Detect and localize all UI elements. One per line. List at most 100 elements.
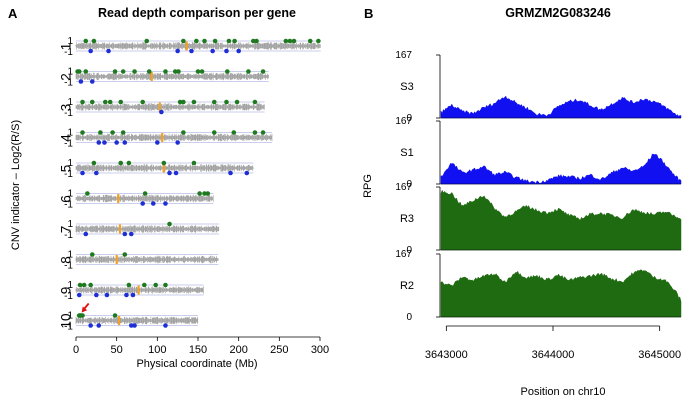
gain-point (91, 38, 97, 44)
chromosome-label: 3 (59, 104, 74, 112)
loss-point (76, 292, 82, 298)
read-depth-noise (75, 194, 214, 203)
gain-point (199, 69, 205, 74)
loss-point (175, 48, 180, 54)
panel-a-label: A (8, 6, 18, 21)
x-tick-label: 250 (270, 344, 288, 356)
tick-label-up: 1 (67, 189, 73, 200)
tick-label-up: 1 (67, 67, 73, 78)
loss-point (189, 48, 194, 54)
gain-point (191, 160, 197, 166)
loss-point (224, 48, 229, 54)
gain-point (176, 69, 181, 74)
track-label: R2 (400, 280, 414, 292)
loss-point (163, 201, 168, 206)
gain-point (161, 160, 167, 166)
y-tick-label-bottom: 0 (406, 113, 412, 124)
gain-point (251, 38, 256, 44)
tick-label-down: -1 (64, 230, 73, 241)
gain-point (163, 282, 168, 288)
loss-point (140, 201, 145, 206)
chromosome-label: 4 (59, 134, 74, 142)
gain-point (126, 160, 132, 166)
loss-point (163, 323, 168, 328)
read-depth-noise (75, 72, 269, 81)
gain-point (177, 99, 183, 105)
chromosome-label: 10 (59, 313, 74, 328)
gain-point (89, 99, 95, 105)
gain-point (181, 99, 186, 105)
loss-point (96, 323, 102, 328)
loss-point (155, 140, 160, 145)
chromosome-label: 9 (59, 287, 74, 295)
gain-point (77, 282, 83, 288)
tick-label-down: -1 (64, 47, 73, 58)
track-label: R3 (400, 213, 414, 225)
loss-point (228, 170, 233, 176)
gain-point (231, 130, 237, 135)
gain-point (181, 130, 186, 135)
panel-a-xlabel: Physical coordinate (Mb) (136, 358, 257, 370)
gain-point (211, 99, 217, 105)
loss-point (88, 48, 93, 54)
panel-b-x-axis: 3643000 3644000 3645000 (425, 325, 681, 361)
tick-label-up: 1 (67, 311, 73, 322)
loss-point (102, 140, 107, 145)
read-depth-noise (75, 133, 273, 142)
gain-point (224, 99, 229, 105)
panel-b-label: B (364, 6, 373, 21)
loss-point (114, 140, 119, 145)
gain-point (120, 130, 126, 135)
gain-point (252, 99, 258, 105)
tick-label-down: -1 (64, 78, 73, 89)
gain-point (76, 69, 82, 74)
gain-point (194, 38, 199, 44)
loss-point (210, 48, 215, 54)
y-tick-label-bottom: 0 (406, 179, 412, 190)
gain-point (153, 282, 159, 288)
chromosome-label: 6 (59, 195, 74, 203)
y-tick-label-top: 167 (395, 249, 412, 260)
chromosome-label: 8 (59, 256, 74, 264)
gain-point (142, 282, 147, 288)
tick-label-up: 1 (67, 219, 73, 230)
chromosome-track-8: 81-1 (59, 250, 219, 272)
gain-point (246, 69, 251, 74)
tick-label-down: -1 (64, 139, 73, 150)
gain-point (195, 69, 201, 74)
loss-point (244, 170, 250, 176)
chromosome-track-2: 21-1 (59, 67, 269, 89)
gain-point (197, 191, 202, 196)
gain-point (167, 221, 172, 227)
track-label: S3 (400, 81, 413, 93)
x-tick-label: 300 (311, 344, 329, 356)
loss-point (124, 292, 129, 298)
panel-a-x-axis: 0 50 100 150 200 250 300 (73, 336, 329, 356)
read-depth-noise (75, 225, 220, 233)
highlight-arrow-icon (81, 306, 88, 313)
panel-a-title: Read depth comparison per gene (98, 6, 296, 20)
gain-point (234, 99, 240, 105)
gain-point (144, 38, 150, 44)
loss-point (94, 170, 99, 176)
tick-label-up: 1 (67, 128, 73, 139)
gain-point (224, 69, 230, 74)
loss-point (94, 292, 99, 298)
y-tick-label-bottom: 0 (406, 312, 412, 323)
loss-point (167, 170, 172, 176)
gain-point (88, 282, 93, 288)
x-tick-label: 3644000 (532, 349, 575, 361)
loss-point (150, 201, 156, 206)
tick-label-down: -1 (64, 261, 73, 272)
gain-point (232, 38, 237, 44)
read-depth-noise (75, 255, 219, 264)
gain-point (118, 160, 124, 166)
loss-point (132, 323, 137, 328)
gain-point (102, 99, 108, 105)
tick-label-down: -1 (64, 108, 73, 119)
chromosome-track-10: 101-1 (59, 302, 199, 333)
tick-label-up: 1 (67, 97, 73, 108)
y-tick-label-bottom: 0 (406, 245, 412, 256)
gain-point (202, 38, 207, 44)
